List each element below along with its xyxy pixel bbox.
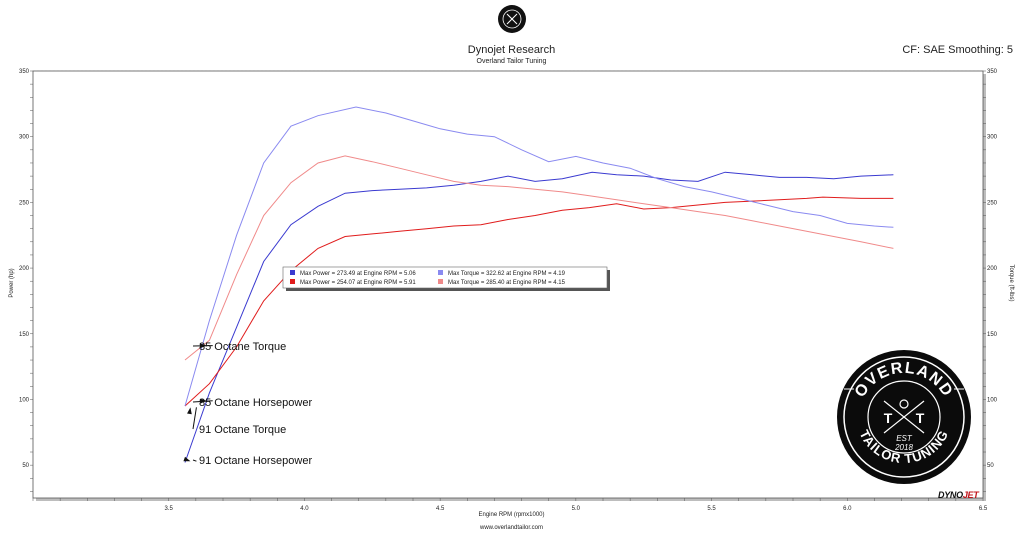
y-tick-label-right: 150 bbox=[987, 332, 998, 338]
legend-swatch-3 bbox=[438, 270, 443, 275]
y-tick-label-left: 50 bbox=[22, 463, 29, 469]
x-tick-label: 4.0 bbox=[300, 506, 309, 512]
x-tick-label: 5.0 bbox=[572, 506, 581, 512]
dynojet-brand-b: JET bbox=[962, 490, 979, 500]
y-tick-label-left: 200 bbox=[19, 266, 30, 272]
y-tick-label-left: 300 bbox=[19, 135, 30, 141]
footer-website: www.overlandtailor.com bbox=[479, 525, 544, 531]
legend-entry-1: Max Power = 273.49 at Engine RPM = 5.06 bbox=[300, 271, 416, 277]
annotation-arrowhead bbox=[200, 343, 207, 349]
annotation-label: 85 Octane Torque bbox=[199, 341, 286, 353]
annotation-arrowhead bbox=[200, 398, 207, 404]
badge-letter-right: T bbox=[916, 410, 925, 426]
overland-tailor-badge-icon: OVERLAND TAILOR TUNING T T EST 2018 bbox=[837, 350, 971, 484]
annotation-arrowhead bbox=[183, 456, 191, 462]
y-tick-label-left: 150 bbox=[19, 332, 30, 338]
y-tick-label-right: 350 bbox=[987, 69, 998, 75]
dynojet-logo: DYNOJET bbox=[938, 490, 979, 500]
badge-letter-left: T bbox=[884, 410, 893, 426]
cf-smoothing-label: CF: SAE Smoothing: 5 bbox=[902, 44, 1013, 56]
annotation-label: 85 Octane Horsepower bbox=[199, 397, 312, 409]
y-tick-label-left: 350 bbox=[19, 69, 30, 75]
series-line-4 bbox=[184, 155, 894, 361]
y-tick-label-left: 100 bbox=[19, 397, 30, 403]
y-tick-label-right: 300 bbox=[987, 135, 998, 141]
y-tick-label-left: 250 bbox=[19, 200, 30, 206]
series-line-3 bbox=[184, 106, 894, 407]
legend-entry-2: Max Power = 254.07 at Engine RPM = 5.91 bbox=[300, 280, 416, 286]
legend-swatch-1 bbox=[290, 270, 295, 275]
legend-swatch-2 bbox=[290, 279, 295, 284]
x-tick-label: 6.0 bbox=[843, 506, 852, 512]
badge-est-b: 2018 bbox=[894, 443, 913, 452]
x-tick-label: 6.5 bbox=[979, 506, 988, 512]
y-tick-label-right: 50 bbox=[987, 463, 994, 469]
dynojet-brand-a: DYNO bbox=[938, 490, 963, 500]
header-logo-icon bbox=[498, 5, 526, 33]
annotation-label: 91 Octane Torque bbox=[199, 424, 286, 436]
badge-est-a: EST bbox=[896, 434, 913, 443]
chart-subtitle: Overland Tailor Tuning bbox=[476, 58, 547, 65]
annotation-arrow-line bbox=[192, 459, 197, 462]
x-tick-label: 3.5 bbox=[165, 506, 174, 512]
series-line-2 bbox=[184, 196, 894, 407]
x-axis-label: Engine RPM (rpmx1000) bbox=[478, 512, 545, 518]
annotation-arrowhead bbox=[187, 407, 192, 415]
x-tick-label: 5.5 bbox=[707, 506, 716, 512]
y-tick-label-right: 100 bbox=[987, 397, 998, 403]
y-tick-label-right: 200 bbox=[987, 266, 998, 272]
annotation-label: 91 Octane Horsepower bbox=[199, 455, 312, 467]
series-line-1 bbox=[184, 171, 894, 463]
legend-entry-4: Max Torque = 285.40 at Engine RPM = 4.15 bbox=[448, 280, 566, 286]
y-tick-label-right: 250 bbox=[987, 200, 998, 206]
x-tick-label: 4.5 bbox=[436, 506, 445, 512]
annotation-arrow-line bbox=[192, 407, 197, 430]
chart-title: Dynojet Research bbox=[467, 44, 556, 56]
legend-swatch-4 bbox=[438, 279, 443, 284]
legend-box bbox=[282, 266, 608, 289]
legend-entry-3: Max Torque = 322.62 at Engine RPM = 4.19 bbox=[448, 271, 566, 277]
